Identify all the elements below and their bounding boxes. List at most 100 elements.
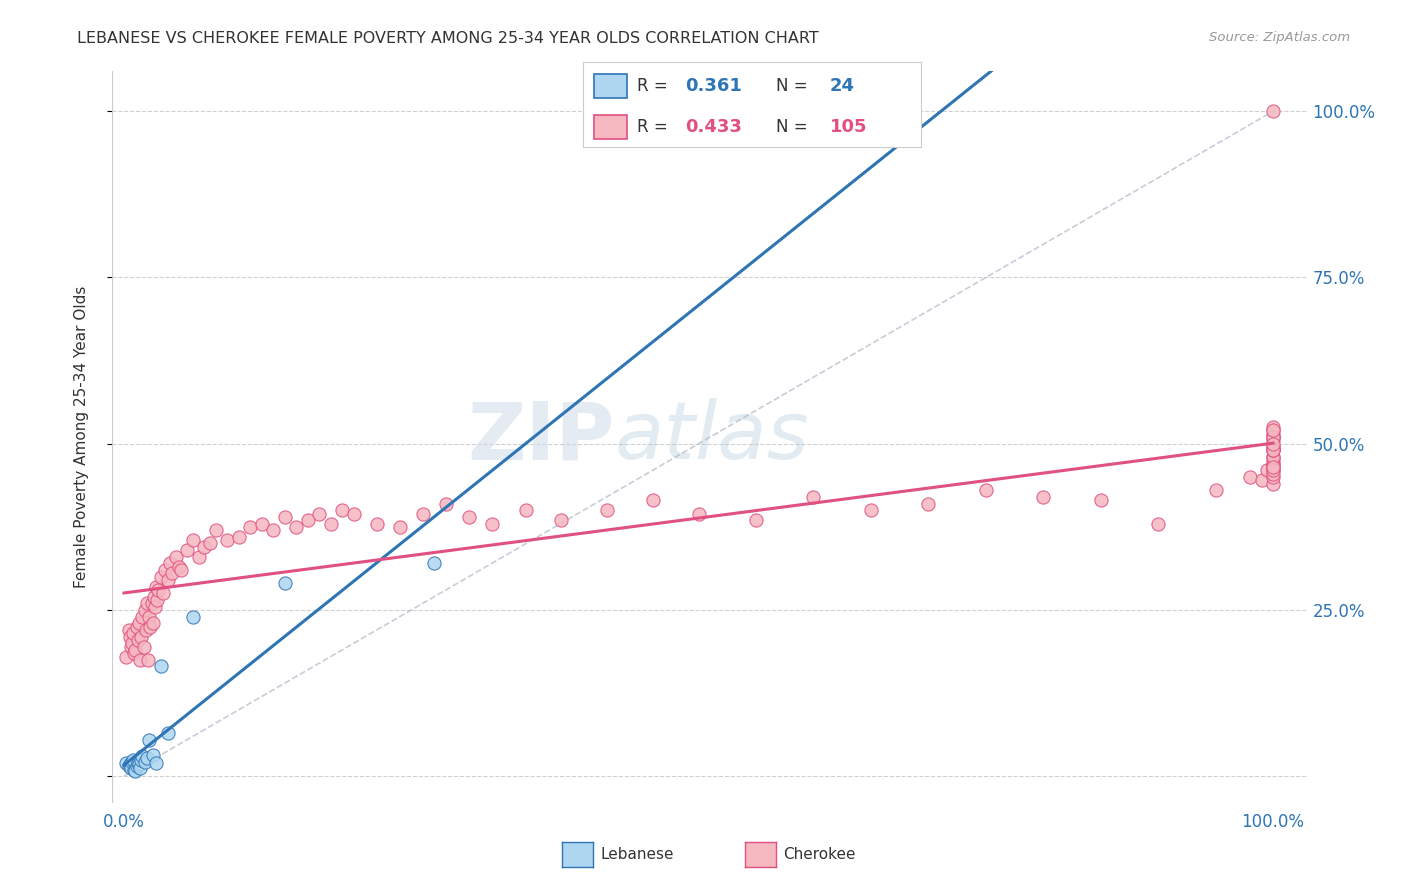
Point (1261, 440, 1284, 454)
Point (117, 623, 139, 637)
Point (745, 513, 768, 527)
Point (143, 599, 166, 614)
Point (1261, 450, 1284, 464)
Point (129, 761, 152, 775)
Point (181, 533, 204, 548)
Point (165, 549, 187, 564)
Point (1261, 104, 1284, 119)
Point (170, 563, 193, 577)
Point (121, 636, 143, 650)
Point (1256, 463, 1278, 477)
Point (136, 653, 159, 667)
Point (1147, 516, 1170, 531)
Point (1261, 470, 1284, 484)
Point (228, 530, 250, 544)
Point (1261, 463, 1284, 477)
Point (145, 580, 167, 594)
Point (139, 619, 162, 633)
Point (1261, 424, 1284, 438)
Text: LEBANESE VS CHEROKEE FEMALE POVERTY AMONG 25-34 YEAR OLDS CORRELATION CHART: LEBANESE VS CHEROKEE FEMALE POVERTY AMON… (77, 31, 820, 46)
Text: R =: R = (637, 78, 673, 95)
Point (1261, 440, 1284, 454)
Point (162, 566, 183, 581)
Point (149, 570, 172, 584)
Point (135, 623, 157, 637)
Point (142, 590, 165, 604)
Point (1032, 490, 1054, 504)
Point (127, 756, 149, 770)
Point (262, 523, 284, 537)
Text: ZIP: ZIP (467, 398, 614, 476)
Point (187, 549, 209, 564)
Point (159, 557, 181, 571)
Point (859, 503, 882, 517)
Point (128, 616, 150, 631)
Text: Lebanese: Lebanese (600, 847, 673, 862)
Point (148, 582, 170, 597)
Point (1250, 473, 1272, 487)
Point (343, 507, 366, 521)
Point (115, 756, 138, 770)
Point (1261, 430, 1284, 444)
Point (1261, 426, 1284, 441)
Point (167, 559, 190, 574)
Point (193, 540, 215, 554)
Point (138, 732, 160, 747)
Point (181, 609, 204, 624)
Point (149, 659, 172, 673)
Point (120, 761, 142, 775)
Point (198, 536, 221, 550)
Text: 0.433: 0.433 (685, 118, 741, 136)
Text: 24: 24 (830, 78, 855, 95)
Point (1205, 483, 1227, 498)
Point (366, 516, 388, 531)
Text: N =: N = (776, 118, 813, 136)
Point (122, 626, 145, 640)
Point (115, 649, 138, 664)
Point (134, 755, 156, 769)
Point (974, 483, 997, 498)
Point (1090, 493, 1112, 508)
Point (1261, 457, 1284, 471)
Point (132, 640, 155, 654)
Point (1261, 460, 1284, 475)
Point (1261, 424, 1284, 438)
Text: 0.361: 0.361 (685, 78, 741, 95)
Point (205, 523, 228, 537)
Point (1261, 443, 1284, 458)
FancyBboxPatch shape (593, 115, 627, 139)
Point (134, 603, 156, 617)
Point (412, 507, 434, 521)
Point (117, 759, 139, 773)
Point (118, 757, 141, 772)
Text: Cherokee: Cherokee (783, 847, 856, 862)
Point (308, 507, 330, 521)
Point (1261, 430, 1284, 444)
Point (1261, 420, 1284, 434)
Point (1261, 434, 1284, 448)
Point (1239, 470, 1261, 484)
Text: atlas: atlas (614, 398, 810, 476)
FancyBboxPatch shape (593, 74, 627, 98)
Point (125, 759, 148, 773)
Point (1261, 460, 1284, 475)
Point (129, 630, 152, 644)
Text: N =: N = (776, 78, 813, 95)
Point (330, 503, 353, 517)
Point (274, 576, 297, 591)
Text: Source: ZipAtlas.com: Source: ZipAtlas.com (1209, 31, 1350, 45)
Point (118, 630, 141, 644)
Point (917, 497, 939, 511)
Point (285, 520, 308, 534)
Point (136, 596, 159, 610)
Point (128, 757, 150, 772)
Point (1261, 436, 1284, 450)
Point (121, 755, 143, 769)
Point (131, 609, 153, 624)
Point (127, 632, 149, 647)
Point (297, 513, 319, 527)
Point (1261, 463, 1284, 477)
Point (138, 609, 160, 624)
Point (141, 596, 163, 610)
Point (129, 653, 152, 667)
